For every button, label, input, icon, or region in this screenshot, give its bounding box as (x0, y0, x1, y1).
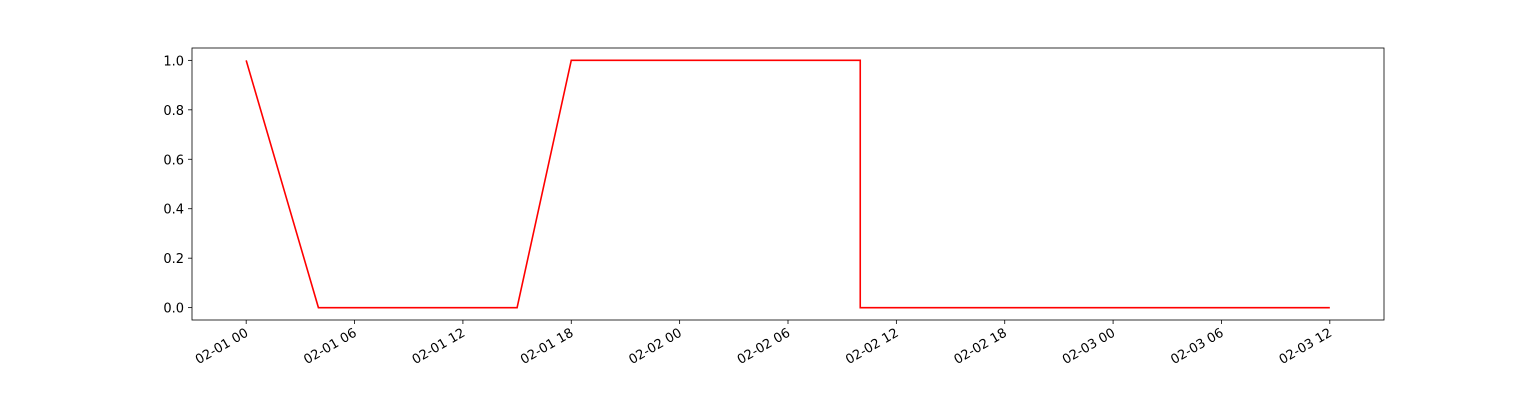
y-tick-label: 0.4 (163, 203, 184, 218)
y-tick-label: 0.0 (163, 302, 184, 317)
plot-frame (191, 47, 1385, 321)
y-tick-label: 0.2 (163, 252, 184, 267)
line (245, 59, 1330, 309)
y-tick-label: 0.8 (163, 104, 184, 119)
y-tick-label: 1.0 (163, 54, 184, 69)
y-tick-label: 0.6 (163, 153, 184, 168)
